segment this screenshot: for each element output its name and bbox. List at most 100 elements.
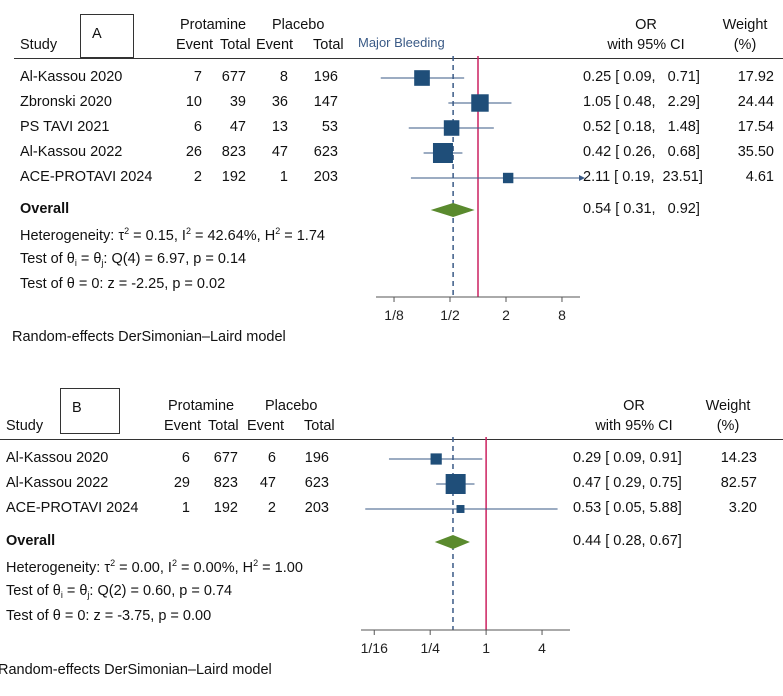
forest-plot-a: A Protamine Placebo Study Event Total Ev… (12, 14, 783, 345)
study-marker (432, 143, 453, 163)
total1-value: 677 (221, 69, 246, 85)
panel-label-box (60, 388, 120, 434)
total1-header: Total (208, 418, 239, 434)
x-tick-label: 1/16 (361, 640, 388, 656)
event2-value: 6 (267, 450, 276, 466)
study-marker (456, 505, 465, 513)
event1-value: 6 (181, 450, 190, 466)
q-test-text: Test of θi = θj: Q(4) = 6.97, p = 0.14 (20, 251, 247, 268)
heterogeneity-text: Heterogeneity: τ2 = 0.15, I2 = 42.64%, H… (20, 226, 325, 244)
x-tick-label: 8 (558, 307, 566, 323)
study-name: Zbronski 2020 (20, 94, 112, 110)
event2-header: Event (256, 37, 294, 53)
model-text: Random-effects DerSimonian–Laird model (12, 329, 286, 345)
study-marker (471, 94, 489, 112)
weight-value: 24.44 (737, 94, 774, 110)
x-tick-label: 1/2 (440, 307, 460, 323)
x-tick-label: 2 (502, 307, 510, 323)
total2-value: 203 (313, 169, 338, 185)
event1-value: 6 (193, 119, 202, 135)
or-ci-value: 0.52 [ 0.18, 1.48] (583, 119, 700, 135)
event1-header: Event (164, 418, 202, 434)
group2-header: Placebo (272, 17, 325, 33)
or-header: OR (635, 17, 657, 33)
z-test-text: Test of θ = 0: z = -2.25, p = 0.02 (20, 276, 226, 292)
total2-header: Total (313, 37, 344, 53)
x-tick-label: 1 (482, 640, 490, 656)
study-name: ACE-PROTAVI 2024 (20, 169, 153, 185)
weight-unit-header: (%) (716, 418, 740, 434)
or-ci-header: with 95% CI (595, 418, 673, 434)
total2-value: 53 (321, 119, 338, 135)
model-text: Random-effects DerSimonian–Laird model (0, 662, 272, 678)
or-ci-value: 0.29 [ 0.09, 0.91] (573, 450, 682, 466)
q-test-text: Test of θi = θj: Q(2) = 0.60, p = 0.74 (6, 583, 233, 600)
group1-header: Protamine (180, 17, 247, 33)
event1-header: Event (176, 37, 214, 53)
ci-overflow-arrow (579, 175, 585, 181)
x-tick-label: 4 (538, 640, 546, 656)
weight-value: 35.50 (737, 144, 774, 160)
event1-value: 2 (193, 169, 202, 185)
forest-plot-b-svg: 1/16 1/4 1 4 (361, 437, 570, 656)
total1-value: 47 (229, 119, 246, 135)
total1-header: Total (220, 37, 251, 53)
forest-plot-b: B Protamine Placebo Study Event Total Ev… (0, 385, 783, 696)
weight-value: 14.23 (720, 450, 757, 466)
or-ci-value: 0.47 [ 0.29, 0.75] (573, 475, 682, 491)
study-name: Al-Kassou 2020 (20, 69, 123, 85)
event2-value: 1 (279, 169, 288, 185)
overall-ci: 0.54 [ 0.31, 0.92] (583, 201, 700, 217)
weight-value: 4.61 (745, 169, 774, 185)
overall-label: Overall (20, 201, 70, 217)
study-marker (502, 172, 514, 184)
weight-value: 17.92 (737, 69, 774, 85)
study-name: Al-Kassou 2022 (6, 475, 109, 491)
study-header: Study (20, 37, 58, 53)
total2-value: 196 (313, 69, 338, 85)
total1-value: 677 (213, 450, 238, 466)
overall-ci: 0.44 [ 0.28, 0.67] (573, 533, 682, 549)
or-ci-value: 0.53 [ 0.05, 5.88] (573, 500, 682, 516)
panel-label: B (72, 400, 82, 416)
x-tick-label: 1/8 (384, 307, 404, 323)
panel-label-box (80, 14, 134, 58)
z-test-text: Test of θ = 0: z = -3.75, p = 0.00 (6, 608, 212, 624)
event1-value: 26 (185, 144, 202, 160)
weight-value: 3.20 (728, 500, 757, 516)
event1-value: 10 (185, 94, 202, 110)
or-ci-value: 0.42 [ 0.26, 0.68] (583, 144, 700, 160)
study-marker (430, 453, 442, 465)
event2-value: 47 (271, 144, 288, 160)
weight-header: Weight (722, 17, 768, 33)
or-ci-value: 2.11 [ 0.19, 23.51] (583, 169, 703, 185)
event2-value: 13 (271, 119, 288, 135)
forest-plot-a-svg: Major Bleeding 1/8 1/2 2 8 (358, 35, 585, 323)
study-marker (414, 70, 430, 86)
or-header: OR (623, 398, 645, 414)
event2-value: 47 (259, 475, 276, 491)
weight-value: 17.54 (737, 119, 774, 135)
total1-value: 192 (213, 500, 238, 516)
total2-header: Total (304, 418, 335, 434)
total1-value: 823 (221, 144, 246, 160)
total2-value: 147 (313, 94, 338, 110)
group1-header: Protamine (168, 398, 235, 414)
total1-value: 192 (221, 169, 246, 185)
study-header: Study (6, 418, 44, 434)
or-ci-header: with 95% CI (607, 37, 685, 53)
weight-value: 82.57 (720, 475, 757, 491)
event2-value: 2 (267, 500, 276, 516)
event2-header: Event (247, 418, 285, 434)
event1-value: 29 (173, 475, 190, 491)
header-divider (14, 58, 783, 59)
header-divider (0, 439, 783, 440)
or-ci-value: 1.05 [ 0.48, 2.29] (583, 94, 700, 110)
event2-value: 36 (271, 94, 288, 110)
event2-value: 8 (279, 69, 288, 85)
or-ci-value: 0.25 [ 0.09, 0.71] (583, 69, 700, 85)
total1-value: 39 (229, 94, 246, 110)
study-marker (445, 474, 466, 494)
study-name: Al-Kassou 2022 (20, 144, 123, 160)
overall-diamond (434, 535, 470, 549)
